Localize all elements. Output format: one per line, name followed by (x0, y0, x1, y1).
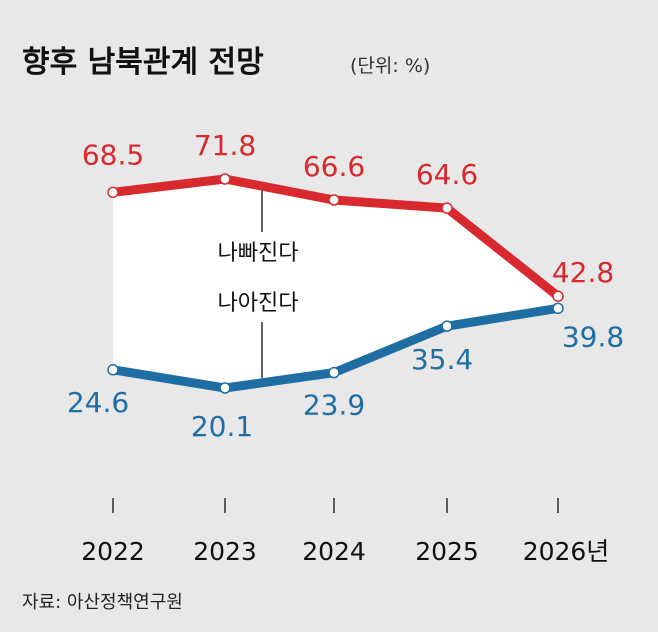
value-label-better-2: 23.9 (303, 389, 365, 422)
value-label-worse-4: 42.8 (552, 256, 614, 289)
value-label-better-1: 20.1 (191, 410, 253, 443)
value-label-worse-3: 64.6 (416, 158, 478, 191)
value-label-better-4: 39.8 (562, 320, 624, 353)
point-worse-1 (219, 173, 231, 185)
point-worse-3 (441, 202, 453, 214)
point-worse-4 (552, 290, 564, 302)
value-label-worse-1: 71.8 (194, 129, 256, 162)
value-label-worse-0: 68.5 (82, 138, 144, 171)
x-tick-label-0: 2022 (81, 537, 145, 566)
point-worse-0 (107, 186, 119, 199)
point-better-4 (552, 302, 564, 315)
x-tick-label-2: 2024 (302, 537, 366, 566)
value-label-better-3: 35.4 (411, 343, 473, 376)
chart-title: 향후 남북관계 전망 (22, 45, 264, 80)
source-note: 자료: 아산정책연구원 (22, 592, 183, 613)
value-labels: 68.5 71.8 66.6 64.6 42.8 24.6 20.1 23.9 35.4 39.8 (67, 129, 624, 443)
x-tick-label-3: 2025 (415, 537, 479, 566)
point-better-0 (107, 364, 119, 376)
point-better-3 (441, 320, 453, 332)
point-better-1 (219, 382, 231, 394)
series-layer (107, 173, 564, 394)
value-label-worse-2: 66.6 (303, 150, 365, 183)
x-tick-label-1: 2023 (193, 537, 257, 566)
gap-fill-area (113, 179, 558, 388)
point-better-2 (328, 366, 340, 379)
annotation-better: 나아진다 (218, 291, 299, 316)
x-axis: 2022 2023 2024 2025 2026년 (81, 498, 609, 566)
value-label-better-0: 24.6 (67, 386, 129, 419)
annotation-worse: 나빠진다 (218, 241, 299, 266)
point-worse-2 (328, 194, 340, 206)
x-tick-label-4: 2026년 (523, 537, 610, 566)
unit-label: (단위: %) (350, 55, 430, 77)
